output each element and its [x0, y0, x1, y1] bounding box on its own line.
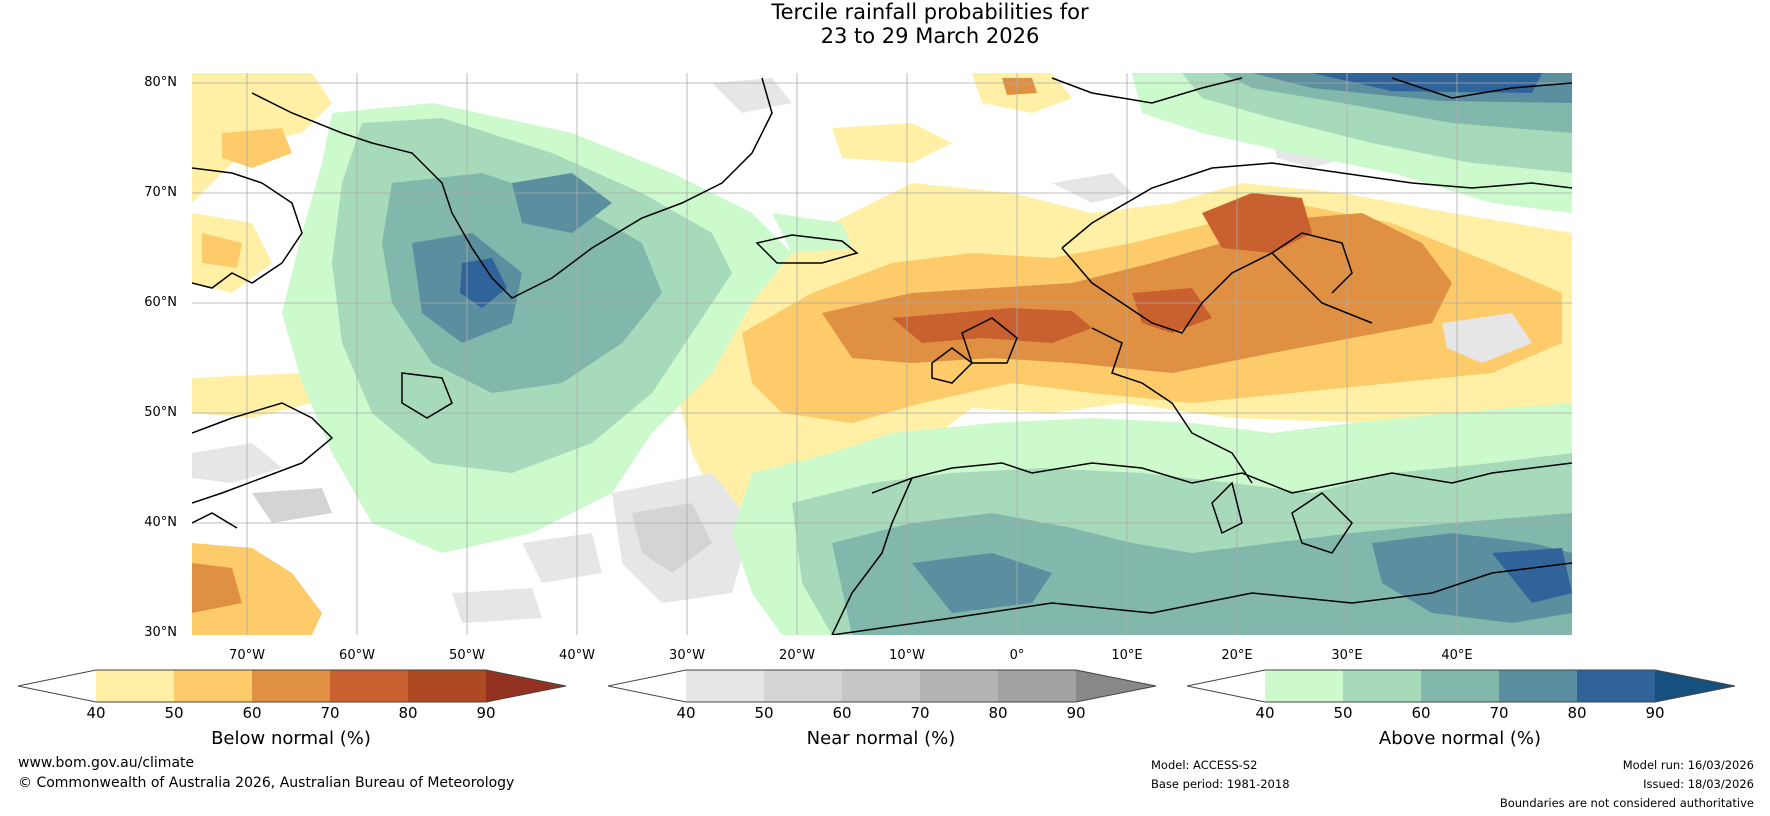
probability-map — [192, 73, 1572, 635]
below-tick-50: 50 — [164, 704, 184, 722]
lon-label-30e: 30°E — [1331, 648, 1363, 663]
above-tick-60: 60 — [1411, 704, 1431, 722]
map-panel — [192, 73, 1572, 635]
issued-text: Issued: 18/03/2026 — [1643, 777, 1754, 791]
lat-label-60n: 60°N — [144, 295, 177, 310]
map-title: Tercile rainfall probabilities for 23 to… — [0, 0, 1770, 48]
below-normal-title: Below normal (%) — [211, 728, 371, 749]
coastlines — [192, 77, 1572, 635]
lat-label-80n: 80°N — [144, 75, 177, 90]
near-tick-70: 70 — [910, 704, 930, 722]
near-normal-title: Near normal (%) — [806, 728, 956, 749]
near-tick-50: 50 — [754, 704, 774, 722]
above-tick-40: 40 — [1255, 704, 1275, 722]
lon-label-10w: 10°W — [889, 648, 925, 663]
colorbar-near-normal-bar — [608, 669, 1157, 703]
colorbar-below-normal-bar — [18, 669, 567, 703]
near-tick-60: 60 — [832, 704, 852, 722]
lat-label-50n: 50°N — [144, 405, 177, 420]
above-tick-80: 80 — [1567, 704, 1587, 722]
lon-label-60w: 60°W — [339, 648, 375, 663]
above-normal-title: Above normal (%) — [1378, 728, 1542, 749]
title-line-2: 23 to 29 March 2026 — [820, 24, 1040, 48]
colorbar-above-normal-bar — [1187, 669, 1736, 703]
lon-label-40w: 40°W — [559, 648, 595, 663]
model-run-text: Model run: 16/03/2026 — [1622, 758, 1754, 772]
lat-label-30n: 30°N — [144, 625, 177, 640]
near-tick-90: 90 — [1066, 704, 1086, 722]
above-tick-70: 70 — [1489, 704, 1509, 722]
lon-label-40e: 40°E — [1441, 648, 1473, 663]
below-tick-60: 60 — [242, 704, 262, 722]
below-tick-80: 80 — [398, 704, 418, 722]
lon-label-70w: 70°W — [229, 648, 265, 663]
lon-label-0: 0° — [1009, 648, 1025, 663]
below-tick-40: 40 — [86, 704, 106, 722]
lat-label-40n: 40°N — [144, 515, 177, 530]
copyright-text: © Commonwealth of Australia 2026, Austra… — [18, 775, 515, 791]
lon-label-20w: 20°W — [779, 648, 815, 663]
lat-label-70n: 70°N — [144, 185, 177, 200]
website-link[interactable]: www.bom.gov.au/climate — [18, 755, 195, 771]
lon-label-10e: 10°E — [1111, 648, 1143, 663]
graticule — [192, 73, 1572, 635]
title-line-1: Tercile rainfall probabilities for — [771, 0, 1089, 24]
disclaimer-text: Boundaries are not considered authoritat… — [1499, 796, 1754, 810]
below-tick-90: 90 — [476, 704, 496, 722]
near-tick-40: 40 — [676, 704, 696, 722]
base-period-text: Base period: 1981-2018 — [1151, 777, 1290, 791]
lon-label-50w: 50°W — [449, 648, 485, 663]
near-tick-80: 80 — [988, 704, 1008, 722]
lon-label-30w: 30°W — [669, 648, 705, 663]
below-tick-70: 70 — [320, 704, 340, 722]
above-tick-90: 90 — [1645, 704, 1665, 722]
above-tick-50: 50 — [1333, 704, 1353, 722]
model-text: Model: ACCESS-S2 — [1151, 758, 1258, 772]
lon-label-20e: 20°E — [1221, 648, 1253, 663]
